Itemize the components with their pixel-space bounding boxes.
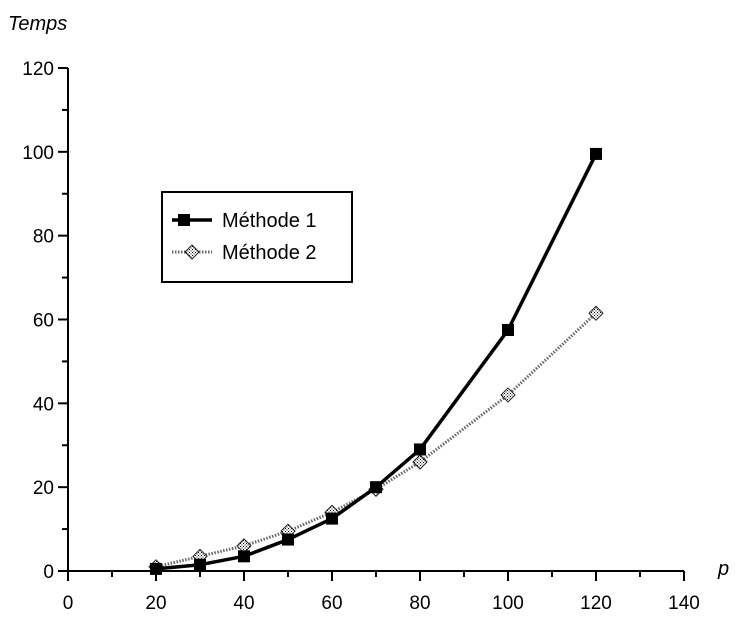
series-2-point (588, 305, 604, 321)
x-tick-label: 120 (580, 593, 612, 614)
series-1-point (194, 558, 206, 571)
series-1-point (590, 147, 602, 160)
y-tick-label: 0 (43, 562, 54, 583)
legend-item-2: Méthode 2 (172, 242, 317, 264)
y-axis-ticks: 0 20 40 60 80 100 120 (22, 59, 68, 583)
series-2-point (412, 454, 428, 470)
legend-box (161, 191, 353, 283)
x-axis-title: p (717, 558, 729, 580)
x-axis-ticks: 0 20 40 60 80 100 120 140 (63, 571, 700, 614)
y-tick-label: 80 (33, 227, 54, 248)
legend: Méthode 1 Méthode 2 (161, 191, 353, 283)
x-tick-label: 60 (321, 593, 342, 614)
legend-swatch-marker (178, 214, 190, 226)
x-tick-label: 100 (492, 593, 524, 614)
y-tick-label: 100 (22, 143, 54, 164)
x-tick-label: 20 (145, 593, 166, 614)
series-2-line (155, 312, 598, 569)
series-1-point (282, 533, 294, 546)
series-layer (148, 147, 604, 575)
series-1-point (326, 512, 338, 525)
y-tick-label: 40 (33, 394, 54, 415)
y-tick-label: 60 (33, 311, 54, 332)
x-tick-label: 0 (63, 593, 74, 614)
legend-item-1: Méthode 1 (172, 210, 317, 232)
x-tick-label: 40 (233, 593, 254, 614)
legend-label: Méthode 2 (222, 242, 317, 264)
series-2 (148, 305, 604, 575)
series-1-point (238, 550, 250, 563)
y-tick-label: 20 (33, 478, 54, 499)
series-2-point (500, 387, 516, 403)
y-axis-title: Temps (8, 13, 67, 35)
series-1-point (502, 323, 514, 336)
series-1 (150, 147, 602, 575)
series-1-point (150, 562, 162, 575)
series-1-point (370, 481, 382, 494)
legend-items: Méthode 1 Méthode 2 (172, 210, 317, 264)
x-tick-label: 80 (409, 593, 430, 614)
x-tick-label: 140 (668, 593, 700, 614)
legend-swatch-marker (184, 244, 200, 260)
series-1-point (414, 443, 426, 456)
legend-label: Méthode 1 (222, 210, 317, 232)
y-tick-label: 120 (22, 59, 54, 80)
